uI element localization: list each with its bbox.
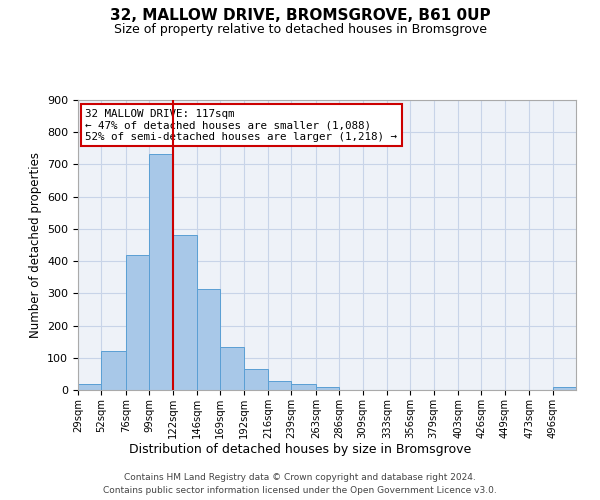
Bar — [553, 388, 576, 390]
Bar — [316, 387, 339, 390]
Bar — [292, 384, 316, 390]
Text: 32 MALLOW DRIVE: 117sqm
← 47% of detached houses are smaller (1,088)
52% of semi: 32 MALLOW DRIVE: 117sqm ← 47% of detache… — [85, 108, 397, 142]
Bar — [149, 154, 173, 390]
Text: Contains HM Land Registry data © Crown copyright and database right 2024.
Contai: Contains HM Land Registry data © Crown c… — [103, 474, 497, 495]
Text: 32, MALLOW DRIVE, BROMSGROVE, B61 0UP: 32, MALLOW DRIVE, BROMSGROVE, B61 0UP — [110, 8, 490, 22]
Bar — [173, 236, 197, 390]
Bar — [220, 347, 244, 390]
Bar — [197, 288, 220, 390]
Text: Size of property relative to detached houses in Bromsgrove: Size of property relative to detached ho… — [113, 22, 487, 36]
Bar — [126, 256, 149, 390]
Y-axis label: Number of detached properties: Number of detached properties — [29, 152, 41, 338]
Bar — [268, 381, 292, 390]
Bar — [78, 384, 101, 390]
Text: Distribution of detached houses by size in Bromsgrove: Distribution of detached houses by size … — [129, 442, 471, 456]
Bar — [101, 350, 126, 390]
Bar — [244, 369, 268, 390]
